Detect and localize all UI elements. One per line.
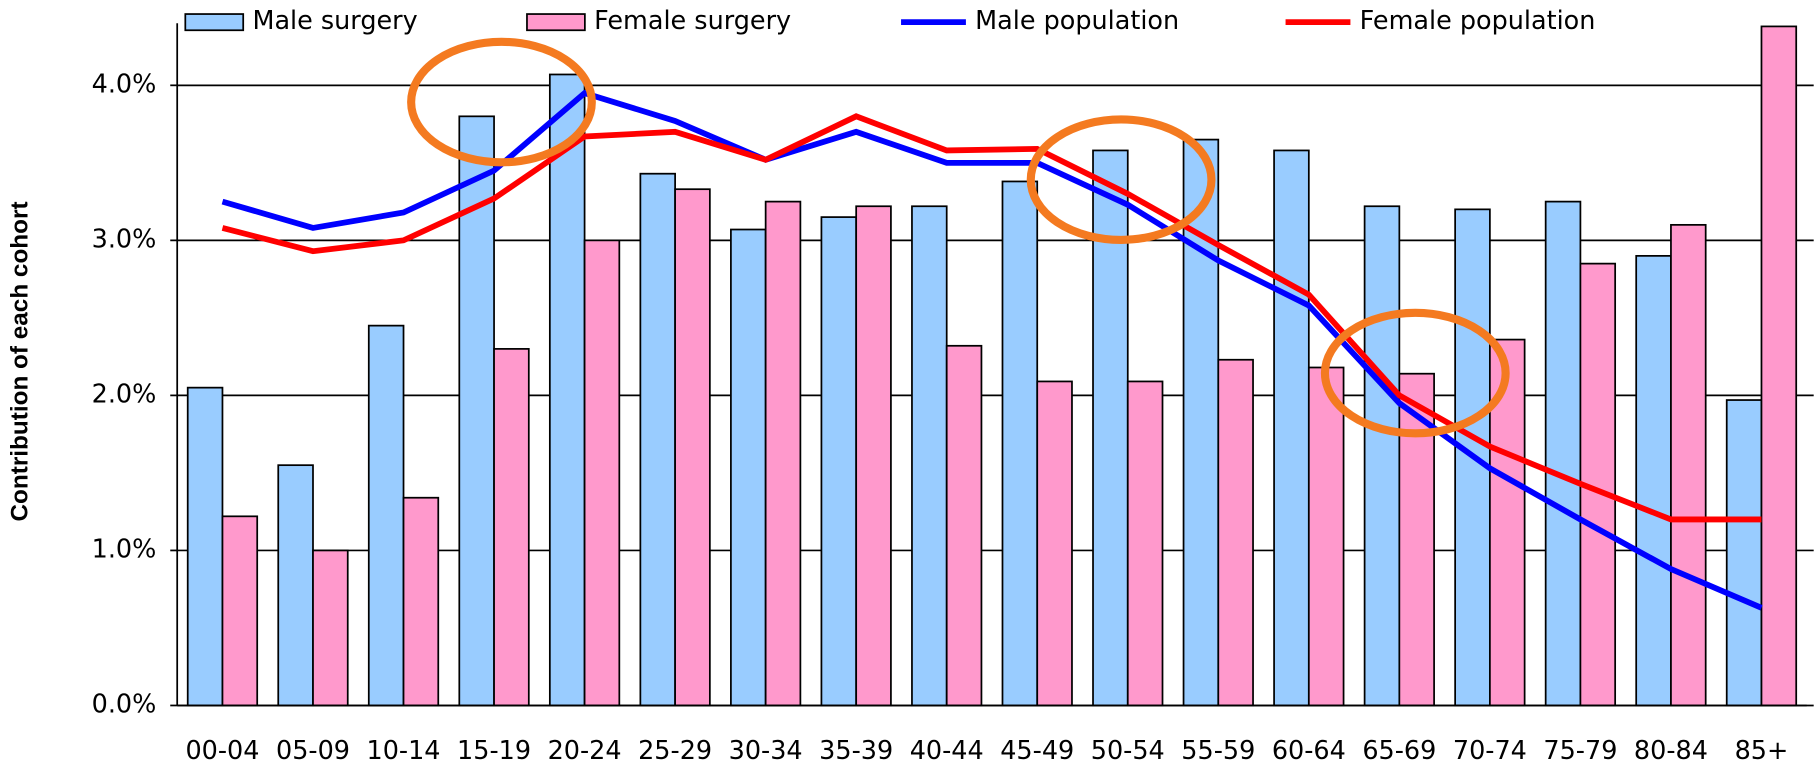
x-tick-label: 00-04 [185,736,259,766]
y-tick-label: 1.0% [92,534,157,564]
legend-label: Male population [975,6,1179,36]
x-tick-label: 80-84 [1634,736,1708,766]
bar [1036,380,1073,707]
bar [820,216,858,707]
legend-label: Male surgery [252,6,417,36]
bar [583,239,621,707]
bar [186,386,224,707]
bar [1544,200,1582,707]
legend-swatch [184,13,245,32]
x-tick-label: 05-09 [276,736,350,766]
line [221,89,1763,611]
bar [367,324,405,707]
bar [1760,25,1798,707]
y-tick-label: 2.0% [92,379,157,409]
bar [1725,399,1763,707]
bar [1670,223,1707,707]
x-tick-label: 70-74 [1453,736,1527,766]
x-tick-label: 45-49 [1000,736,1074,766]
line [221,113,1762,523]
bar [1092,149,1129,707]
bar [1363,205,1401,707]
y-axis-title: Contribution of each cohort [6,201,33,521]
bar [1635,254,1672,707]
x-tick-label: 75-79 [1543,736,1617,766]
x-tick-label: 30-34 [729,736,803,766]
x-tick-label: 20-24 [548,736,622,766]
x-tick-label: 85+ [1735,736,1789,766]
bar [312,549,349,707]
bar [1217,358,1254,707]
bar [1489,338,1526,707]
bar [1273,149,1310,707]
bar [911,205,948,707]
plot: 0.0% 1.0% 2.0% 3.0% 4.0% 00-04 05-09 10-14 15-19… [92,6,1814,766]
highlight-ellipse [407,37,596,167]
highlight-ellipse [1026,115,1216,244]
bar [674,188,711,707]
x-tick-label: 40-44 [910,736,984,766]
y-tick-label: 4.0% [92,69,157,99]
x-tick-label: 35-39 [819,736,893,766]
bar [639,172,676,707]
y-tick-label: 0.0% [92,689,157,719]
bar [221,515,259,707]
x-tick-label: 55-59 [1181,736,1255,766]
bar [855,205,892,707]
bar [1001,180,1039,707]
bar [277,464,314,707]
x-tick-label: 10-14 [367,736,441,766]
legend-label: Female population [1360,6,1596,36]
y-tick-label: 3.0% [92,224,157,254]
bar [1307,366,1345,707]
annotations [407,37,1510,438]
x-tick-label: 25-29 [638,736,712,766]
bar [730,228,767,707]
bar [764,200,802,707]
x-tick-label: 65-69 [1362,736,1436,766]
bar [548,73,586,707]
x-tick-label: 15-19 [457,736,531,766]
bar [945,344,983,707]
x-tick-label: 50-54 [1091,736,1165,766]
highlight-ellipse [1320,308,1510,438]
bar [1126,380,1164,707]
x-tick-label: 60-64 [1272,736,1346,766]
bar [402,496,440,707]
legend-label: Female surgery [594,6,791,36]
legend-swatch [526,13,586,32]
bar [493,348,530,707]
